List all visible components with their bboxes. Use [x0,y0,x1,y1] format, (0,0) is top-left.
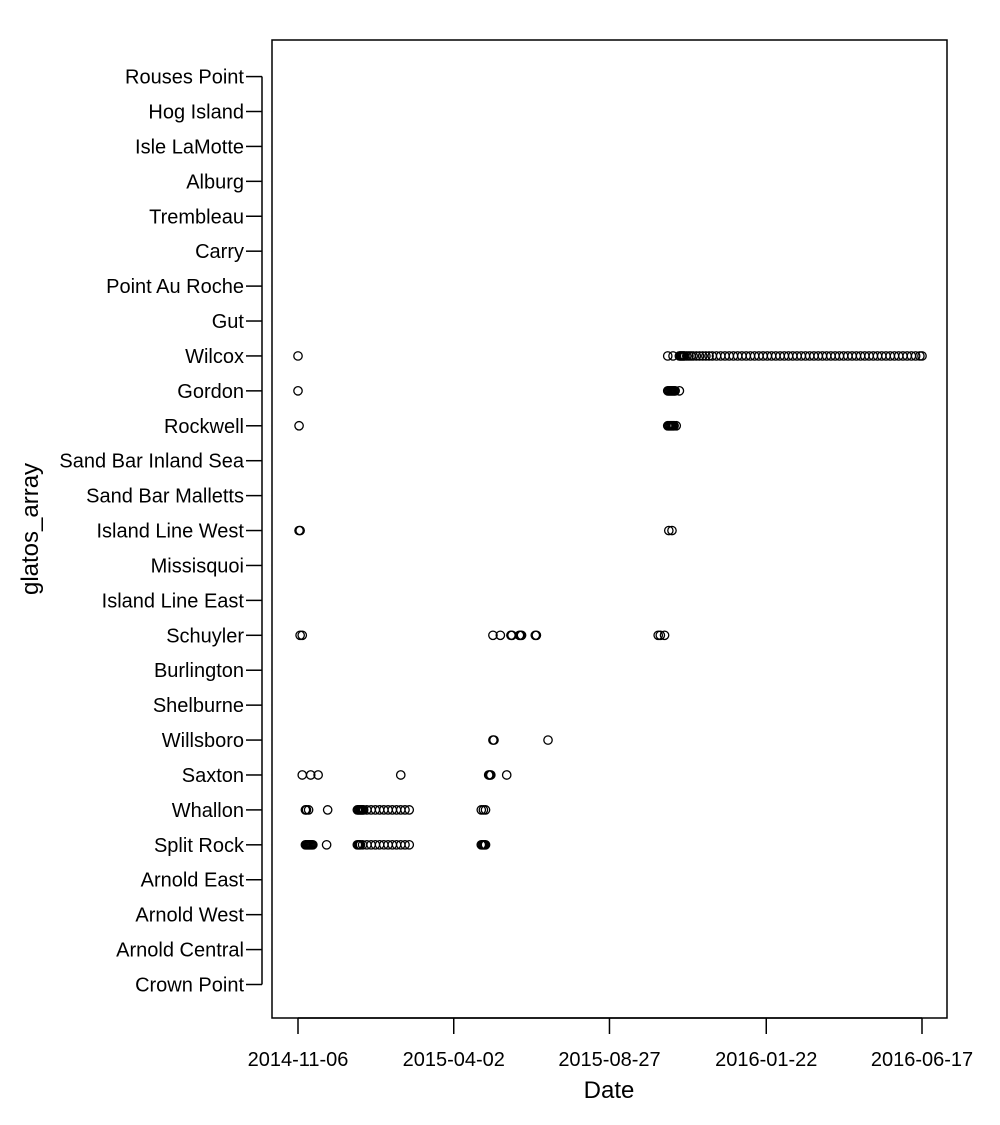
y-tick-label: Wilcox [185,346,244,368]
x-tick-label: 2016-06-17 [871,1049,973,1071]
y-tick-label: Saxton [182,765,244,787]
data-point-schuyler [297,630,308,641]
data-point-wilcox [701,351,711,361]
y-tick-label: Gordon [177,381,244,403]
data-point-wilcox [691,351,702,361]
data-point-wilcox [662,351,673,361]
y-tick-label: Arnold East [141,870,245,892]
data-point-island-line-west [663,525,674,536]
y-tick-label: Point Au Roche [106,276,244,298]
data-point-whallon [404,805,415,815]
data-point-gordon [674,386,685,396]
data-point-split-rock [307,839,318,850]
y-tick-label: Arnold Central [116,940,244,962]
data-point-schuyler [659,630,670,641]
y-tick-label: Missisquoi [151,555,244,577]
data-point-saxton [313,770,323,780]
data-point-whallon [400,805,410,815]
data-point-wilcox [910,351,921,361]
y-axis-title: glatos_array [17,463,44,595]
data-point-wilcox [704,351,714,361]
y-tick-label: Shelburne [153,695,244,717]
y-tick-label: Schuyler [166,625,244,647]
y-tick-label: Carry [195,241,244,263]
data-point-whallon [358,805,369,815]
data-point-whallon [303,805,314,815]
x-axis-ticks: 2014-11-06 2015-04-02 2015-08-27 2016-01-22… [248,1018,973,1071]
y-tick-label: Willsboro [162,730,244,752]
data-point-schuyler [495,630,506,641]
data-point-whallon [480,805,491,815]
x-tick-label: 2016-01-22 [715,1049,817,1071]
y-tick-label: Burlington [154,660,244,682]
y-tick-label: Trembleau [149,206,244,228]
y-tick-label: Whallon [172,800,244,822]
data-point-gordon [670,386,681,396]
data-point-rockwell [294,420,304,431]
x-tick-label: 2015-04-02 [403,1049,505,1071]
y-tick-label: Rockwell [164,416,244,438]
y-tick-label: Island Line East [102,590,245,612]
data-point-island-line-west [295,525,305,536]
data-point-schuyler [516,630,527,641]
y-tick-label: Isle LaMotte [135,136,244,158]
y-tick-label: Sand Bar Malletts [86,486,244,508]
data-point-split-rock [480,839,491,850]
plot-frame [271,39,948,1019]
y-tick-label: Crown Point [135,975,244,997]
data-point-schuyler [488,630,498,641]
data-point-saxton [501,770,512,780]
data-point-schuyler [655,630,666,641]
x-tick-label: 2015-08-27 [558,1049,660,1071]
y-tick-label: Rouses Point [125,67,244,89]
data-point-wilcox [694,351,705,361]
data-point-island-line-west [667,525,677,536]
y-tick-label: Gut [212,311,245,333]
data-point-whallon [322,805,333,815]
y-tick-label: Sand Bar Inland Sea [59,451,244,473]
x-axis-title: Date [584,1077,635,1104]
data-point-saxton [395,770,406,780]
data-point-split-rock [404,839,415,850]
data-point-saxton [485,770,496,780]
y-tick-label: Arnold West [135,905,244,927]
y-tick-label: Split Rock [154,835,245,857]
data-point-wilcox [917,351,927,361]
y-tick-label: Hog Island [148,102,244,124]
data-point-split-rock [400,839,410,850]
y-tick-label: Island Line West [97,521,245,543]
data-point-willsboro [543,735,553,745]
data-point-willsboro [489,735,499,745]
data-point-gordon [293,386,303,396]
data-point-schuyler [531,630,542,641]
data-point-saxton [297,770,308,780]
data-point-saxton [305,770,316,780]
data-point-wilcox [688,351,699,361]
data-point-split-rock [321,839,332,850]
data-point-wilcox [293,351,303,361]
y-tick-label: Alburg [186,171,244,193]
x-tick-label: 2014-11-06 [248,1049,349,1071]
data-points [293,351,927,850]
data-point-wilcox [697,351,708,361]
y-axis-ticks: Crown Point Arnold Central Arnold West Arno… [59,67,262,997]
data-point-rockwell [671,420,682,431]
